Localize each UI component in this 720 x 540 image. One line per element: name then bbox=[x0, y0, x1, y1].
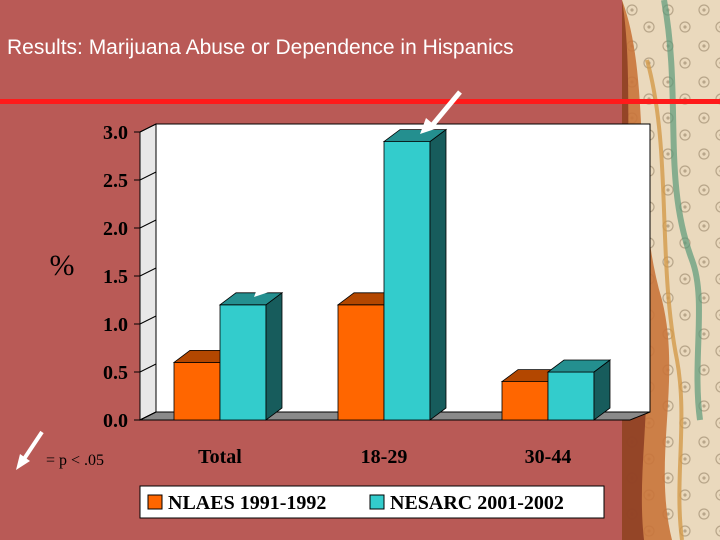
y-axis-label: % bbox=[50, 249, 75, 282]
significance-arrow-icon bbox=[420, 90, 462, 134]
y-tick-label: 3.0 bbox=[103, 122, 128, 144]
bar-top bbox=[546, 359, 612, 373]
significance-note: = p < .05 bbox=[46, 452, 104, 469]
y-tick-mark bbox=[139, 123, 157, 133]
legend-swatch bbox=[369, 494, 385, 510]
significance-arrow-icon bbox=[254, 251, 296, 297]
bar bbox=[337, 304, 385, 421]
bar-top bbox=[218, 292, 284, 306]
y-tick-mark bbox=[139, 363, 157, 373]
title-rule bbox=[0, 99, 720, 104]
y-tick-label: 0.5 bbox=[103, 362, 128, 384]
bar bbox=[219, 304, 267, 421]
legend-arrow-icon bbox=[16, 430, 44, 470]
bars-group bbox=[172, 128, 612, 421]
bar-side bbox=[429, 128, 447, 421]
bar bbox=[383, 141, 431, 421]
bar-top bbox=[382, 129, 448, 143]
y-tick-label: 1.5 bbox=[103, 266, 128, 288]
y-tick-label: 0.0 bbox=[103, 410, 128, 432]
y-tick-mark bbox=[139, 267, 157, 277]
x-tick-label: 30-44 bbox=[525, 446, 572, 468]
y-tick-label: 1.0 bbox=[103, 314, 128, 336]
y-tick-label: 2.5 bbox=[103, 170, 128, 192]
legend-label: NLAES 1991-1992 bbox=[168, 492, 326, 514]
legend-label: NESARC 2001-2002 bbox=[390, 492, 564, 514]
legend-swatch bbox=[147, 494, 163, 510]
x-axis-labels: Total 18-29 30-44 bbox=[198, 446, 571, 468]
bar-side bbox=[265, 291, 283, 421]
y-tick-mark bbox=[139, 219, 157, 229]
legend-items: NLAES 1991-1992 NESARC 2001-2002 bbox=[147, 492, 564, 514]
bar bbox=[501, 381, 549, 421]
bar bbox=[173, 361, 221, 421]
x-tick-label: 18-29 bbox=[361, 446, 408, 468]
y-tick-mark bbox=[139, 411, 157, 421]
slide-title: Results: Marijuana Abuse or Dependence i… bbox=[7, 36, 514, 59]
bar bbox=[547, 371, 595, 421]
y-tick-mark bbox=[139, 315, 157, 325]
y-tick-label: 2.0 bbox=[103, 218, 128, 240]
y-axis-ticks: 0.0 0.5 1.0 1.5 2.0 2.5 3.0 bbox=[103, 122, 157, 432]
x-tick-label: Total bbox=[198, 446, 242, 468]
y-tick-mark bbox=[139, 171, 157, 181]
